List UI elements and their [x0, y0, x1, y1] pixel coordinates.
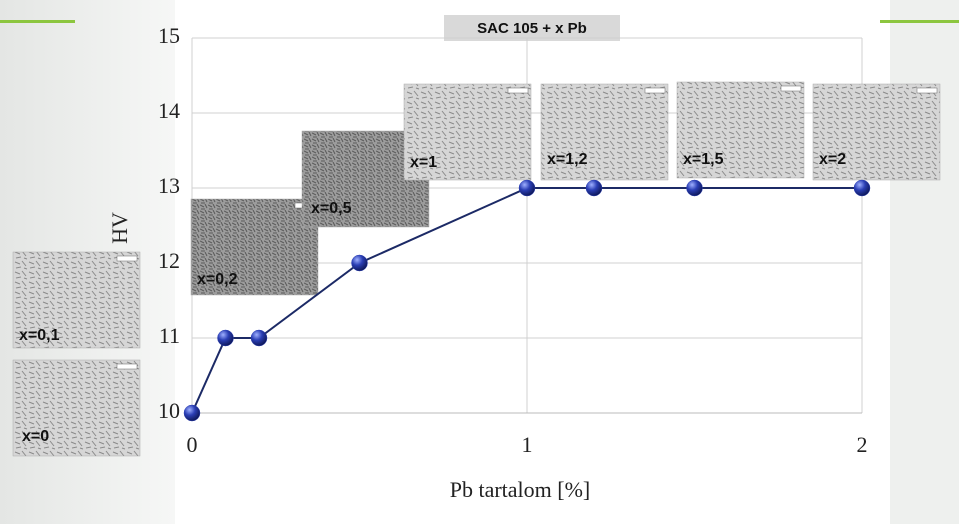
- data-point: [518, 179, 536, 197]
- y-tick-label: 15: [158, 23, 180, 48]
- x-tick-label: 1: [522, 432, 533, 457]
- data-point: [351, 254, 368, 272]
- x-tick-label: 2: [857, 432, 868, 457]
- y-tick-label: 14: [158, 98, 180, 123]
- micrograph: [676, 81, 805, 179]
- micrograph: [190, 198, 319, 296]
- scale-bar: [780, 85, 802, 92]
- micrograph: [12, 251, 141, 349]
- image-label: x=1,5: [683, 151, 724, 168]
- micrograph: [403, 83, 532, 181]
- data-point: [250, 329, 268, 347]
- scale-bar: [116, 255, 138, 262]
- image-label: x=0,1: [19, 327, 60, 344]
- scale-bar: [916, 87, 938, 94]
- chart-title: SAC 105 + x Pb: [477, 20, 587, 37]
- micrograph: [12, 359, 141, 457]
- y-axis-label: HV: [107, 212, 132, 244]
- accent-line: [880, 20, 959, 23]
- scale-bar: [116, 363, 138, 370]
- title-box: [444, 15, 620, 41]
- x-tick-label: 0: [187, 432, 198, 457]
- image-label: x=2: [819, 151, 846, 168]
- y-tick-label: 13: [158, 173, 180, 198]
- accent-line: [0, 20, 75, 23]
- image-label: x=1: [410, 154, 437, 171]
- image-label: x=1,2: [547, 151, 588, 168]
- data-point: [686, 179, 703, 197]
- y-tick-label: 12: [158, 248, 180, 273]
- micrograph: [812, 83, 941, 181]
- data-point: [217, 329, 234, 347]
- image-label: x=0,2: [197, 271, 238, 288]
- micrograph: [540, 83, 669, 181]
- scale-bar: [507, 87, 529, 94]
- scale-bar: [644, 87, 666, 94]
- y-tick-label: 11: [159, 323, 180, 348]
- image-label: x=0,5: [311, 200, 352, 217]
- data-point: [853, 179, 871, 197]
- y-tick-label: 10: [158, 398, 180, 423]
- data-point: [585, 179, 603, 197]
- background-right: [890, 0, 959, 524]
- x-axis-label: Pb tartalom [%]: [450, 477, 591, 502]
- image-label: x=0: [22, 428, 49, 445]
- data-point: [183, 404, 201, 422]
